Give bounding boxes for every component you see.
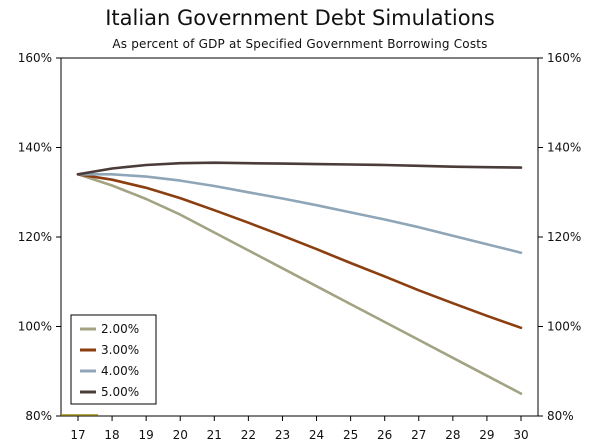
series-line-3.00% [76, 173, 523, 330]
y-tick-label-right: 160% [547, 51, 581, 65]
legend-label: 4.00% [101, 364, 139, 378]
y-tick-label-right: 100% [547, 320, 581, 334]
x-tick-label: 26 [377, 428, 392, 442]
legend-label: 5.00% [101, 385, 139, 399]
chart-subtitle: As percent of GDP at Specified Governmen… [112, 37, 488, 51]
y-tick-label-right: 120% [547, 230, 581, 244]
y-tick-label-right: 80% [547, 409, 574, 423]
x-tick-label: 19 [139, 428, 154, 442]
x-tick-label: 29 [479, 428, 494, 442]
legend-box [70, 314, 157, 405]
x-tick-label: 30 [513, 428, 528, 442]
x-tick-label: 21 [207, 428, 222, 442]
x-tick-label: 24 [309, 428, 324, 442]
x-tick-label: 20 [173, 428, 188, 442]
x-tick-label: 17 [70, 428, 85, 442]
x-tick-label: 18 [104, 428, 119, 442]
y-tick-label-left: 120% [18, 230, 52, 244]
x-tick-label: 23 [275, 428, 290, 442]
series-line-4.00% [76, 173, 523, 254]
x-tick-label: 25 [343, 428, 358, 442]
series-line-5.00% [76, 161, 523, 176]
legend-label: 3.00% [101, 343, 139, 357]
y-tick-label-left: 160% [18, 51, 52, 65]
legend-label: 2.00% [101, 322, 139, 336]
x-tick-label: 27 [411, 428, 426, 442]
series-line-2.00% [76, 173, 523, 395]
x-tick-label: 28 [445, 428, 460, 442]
y-tick-label-right: 140% [547, 141, 581, 155]
y-tick-label-left: 100% [18, 320, 52, 334]
y-tick-label-left: 140% [18, 141, 52, 155]
chart-title: Italian Government Debt Simulations [105, 6, 495, 30]
y-tick-label-left: 80% [25, 409, 52, 423]
x-tick-label: 22 [241, 428, 256, 442]
